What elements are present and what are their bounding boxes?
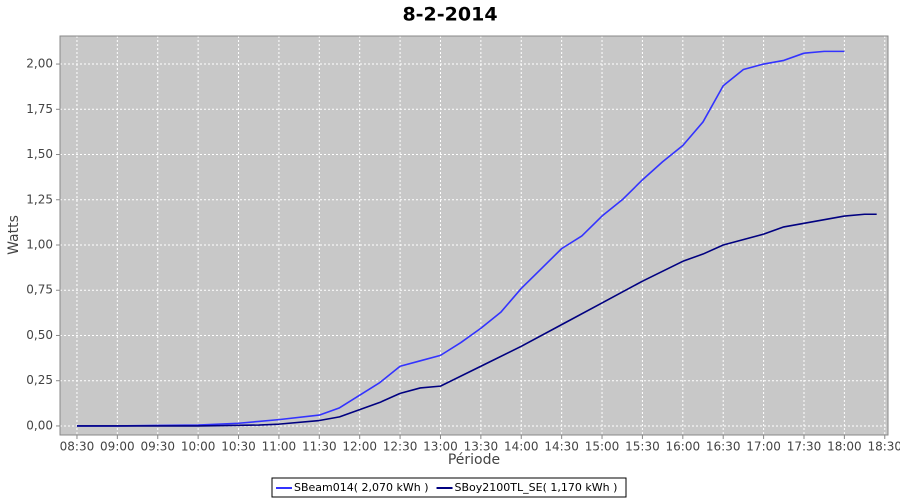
y-tick-label: 0,50 <box>26 328 53 342</box>
y-tick-label: 2,00 <box>26 57 53 71</box>
y-tick-label: 1,00 <box>26 238 53 252</box>
x-tick-label: 18:30 <box>867 440 900 454</box>
y-tick-label: 0,25 <box>26 373 53 387</box>
x-tick-label: 10:30 <box>221 440 256 454</box>
y-axis-label: Watts <box>6 215 22 255</box>
x-tick-label: 13:00 <box>423 440 458 454</box>
x-tick-label: 11:00 <box>262 440 297 454</box>
x-tick-label: 09:00 <box>100 440 135 454</box>
grid <box>60 36 888 435</box>
y-tick-label: 0,00 <box>26 418 53 432</box>
chart-title: 8-2-2014 <box>402 4 497 26</box>
series-line <box>76 50 845 427</box>
x-tick-label: 17:00 <box>746 440 781 454</box>
y-tick-label: 1,25 <box>26 192 53 206</box>
x-tick-label: 09:30 <box>140 440 175 454</box>
x-tick-label: 10:00 <box>181 440 216 454</box>
y-tick-label: 1,75 <box>26 102 53 116</box>
x-tick-label: 12:30 <box>383 440 418 454</box>
x-tick-label: 14:30 <box>544 440 579 454</box>
x-tick-label: 13:30 <box>464 440 499 454</box>
x-tick-label: 15:00 <box>585 440 620 454</box>
series-line <box>76 213 877 427</box>
y-tick-label: 0,75 <box>26 283 53 297</box>
lines <box>76 50 877 427</box>
legend-label: SBeam014( 2,070 kWh ) <box>294 481 429 494</box>
x-tick-label: 11:30 <box>302 440 337 454</box>
y-tick-label: 1,50 <box>26 147 53 161</box>
x-tick-label: 12:00 <box>342 440 377 454</box>
x-tick-label: 15:30 <box>625 440 660 454</box>
x-tick-label: 18:00 <box>827 440 862 454</box>
x-tick-label: 16:00 <box>666 440 701 454</box>
x-tick-label: 08:30 <box>60 440 95 454</box>
x-tick-label: 16:30 <box>706 440 741 454</box>
x-axis-label: Période <box>448 452 500 468</box>
plot-area <box>60 36 888 435</box>
x-tick-label: 14:00 <box>504 440 539 454</box>
x-tick-label: 17:30 <box>787 440 822 454</box>
plot-border <box>59 35 889 436</box>
legend-label: SBoy2100TL_SE( 1,170 kWh ) <box>455 481 618 494</box>
